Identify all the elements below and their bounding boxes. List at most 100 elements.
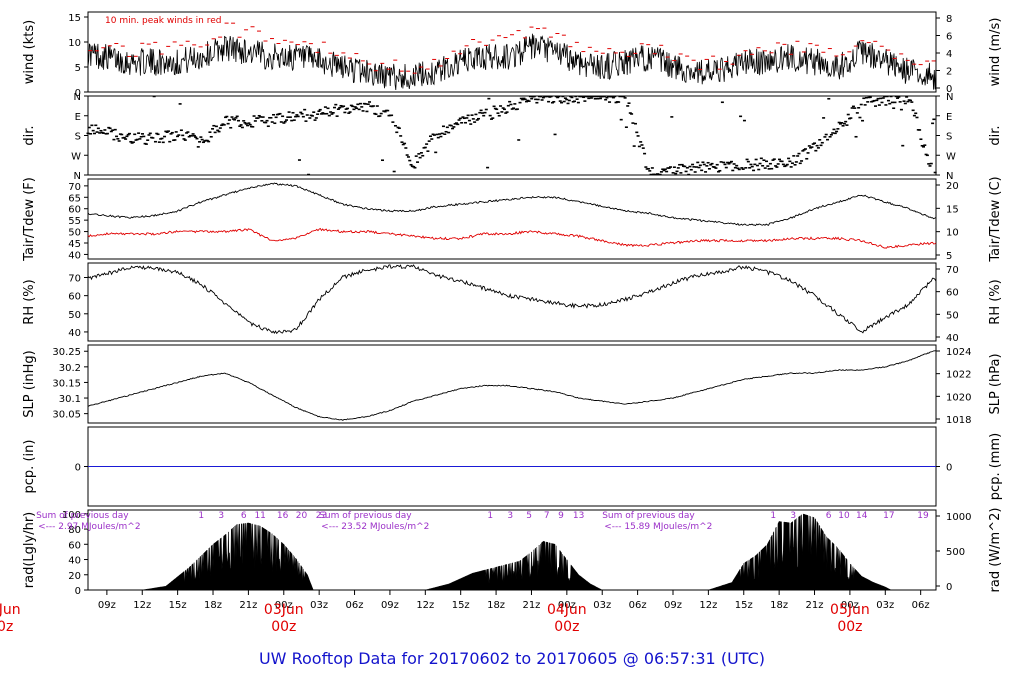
panel-rh: 40 50 60 70 40 50 60 70 RH (%) RH (%): [22, 262, 1003, 344]
hour-marker: 11: [254, 511, 265, 521]
temp-right-tick-label: 5: [946, 251, 952, 262]
dir-ylabel-left: dir.: [22, 125, 37, 145]
time-axis: 09z 12z 15z 18z 21z 00z 03z 06z 09z 12z 15z 18z 21z 0…: [0, 590, 930, 635]
rh-frame: [87, 262, 937, 342]
wind-ylabel-right: wind (m/s): [988, 18, 1003, 87]
hour-marker: 9: [558, 511, 564, 521]
wind-right-tick-label: 8: [946, 14, 952, 25]
hour-tick-label: 12z: [416, 600, 434, 611]
hour-marker: 3: [218, 511, 224, 521]
wind-right-tick-label: 6: [946, 32, 952, 43]
rh-right-tick-label: 40: [946, 333, 959, 344]
hour-marker: 14: [856, 511, 868, 521]
dir-tick-label: E: [75, 112, 81, 123]
date-time-label: 00z: [837, 619, 862, 635]
date-time-label: 00z: [271, 619, 296, 635]
hour-tick-label: 03z: [310, 600, 328, 611]
hour-marker: 5: [526, 511, 532, 521]
hour-tick-label: 00z: [841, 600, 859, 611]
slp-tick-label: 30.2: [59, 363, 81, 374]
hour-marker: 1: [487, 511, 493, 521]
slp-ylabel-left: SLP (inHg): [22, 350, 37, 418]
pcp-ylabel-right: pcp. (mm): [988, 433, 1003, 500]
slp-right-tick-label: 1024: [946, 347, 971, 358]
rad-right-tick-label: 1000: [946, 512, 971, 523]
wind-ylabel-left: wind (kts): [22, 20, 37, 84]
wind-tick-label: 15: [68, 13, 81, 24]
rad-tick-label: 0: [75, 586, 81, 597]
slp-right-tick-label: 1020: [946, 392, 971, 403]
hour-marker: 7: [544, 511, 550, 521]
hour-tick-label: 21z: [806, 600, 824, 611]
rh-ylabel-right: RH (%): [988, 279, 1003, 324]
wind-annotation: 10 min. peak winds in red: [105, 16, 222, 26]
hour-marker: 10: [838, 511, 850, 521]
date-label: 02Jun: [0, 602, 21, 618]
temp-tick-label: 65: [68, 193, 81, 204]
hour-marker: 3: [507, 511, 513, 521]
dir-right-tick-label: S: [946, 132, 952, 143]
dir-right-tick-label: N: [946, 171, 953, 182]
panel-slp: 30.05 30.1 30.15 30.2 30.25 1018 1020 1022 1024 S…: [22, 344, 1003, 426]
hour-tick-label: 15z: [452, 600, 470, 611]
hour-tick-label: 15z: [169, 600, 187, 611]
hour-tick-label: 09z: [98, 600, 116, 611]
dir-tick-label: W: [71, 151, 81, 162]
slp-ylabel-right: SLP (hPa): [988, 353, 1003, 414]
hour-tick-label: 09z: [664, 600, 682, 611]
dir-right-tick-label: E: [946, 112, 952, 123]
temp-tick-label: 55: [68, 216, 81, 227]
panel-wind: 0 5 10 15 0 2 4 6 8 wind (kts) wind (m/s) 10 min. p…: [22, 11, 1003, 99]
day-sum-label: Sum of previous day: [602, 511, 695, 521]
hour-tick-label: 06z: [629, 600, 647, 611]
radiation-area: [142, 513, 892, 591]
rh-ylabel-left: RH (%): [22, 279, 37, 324]
hour-marker: 6: [826, 511, 832, 521]
wind-tick-label: 0: [75, 88, 81, 99]
rad-tick-label: 60: [68, 540, 81, 551]
tdew-line: [87, 227, 937, 249]
wind-tick-label: 10: [68, 38, 81, 49]
hour-tick-label: 06z: [346, 600, 364, 611]
rad-tick-label: 80: [68, 525, 81, 536]
day-sum-label: Sum of previous day: [36, 511, 129, 521]
slp-right-tick-label: 1018: [946, 415, 971, 426]
temp-frame: [87, 178, 937, 260]
slp-right-tick-label: 1022: [946, 370, 971, 381]
rh-tick-label: 50: [68, 310, 81, 321]
date-time-label: 00z: [0, 619, 13, 635]
rad-right-tick-label: 500: [946, 547, 965, 558]
rad-ylabel-left: rad(Lgly/hr): [22, 512, 37, 588]
day-sum-value: <--- 2.97 MJoules/m^2: [38, 522, 140, 532]
temp-right-tick-label: 10: [946, 228, 959, 239]
rh-line: [87, 264, 937, 335]
rh-tick-label: 60: [68, 292, 81, 303]
hour-tick-label: 12z: [133, 600, 151, 611]
hour-tick-label: 15z: [735, 600, 753, 611]
hour-marker: 3: [790, 511, 796, 521]
pcp-ylabel-left: pcp. (in): [22, 440, 37, 494]
hour-tick-label: 00z: [558, 600, 576, 611]
rh-right-tick-label: 70: [946, 265, 959, 276]
hour-marker: 1: [198, 511, 204, 521]
slp-tick-label: 30.05: [52, 410, 81, 421]
wind-speed-line: [87, 33, 937, 91]
slp-tick-label: 30.1: [59, 394, 81, 405]
wind-right-tick-label: 0: [946, 84, 952, 95]
hour-tick-label: 18z: [770, 600, 788, 611]
wind-frame: [87, 11, 937, 93]
date-label: 05Jun: [830, 602, 870, 618]
hour-marker: 1: [770, 511, 776, 521]
hour-tick-label: 03z: [593, 600, 611, 611]
wind-right-tick-label: 4: [946, 49, 952, 60]
slp-tick-label: 30.25: [52, 347, 81, 358]
slp-frame: [87, 344, 937, 424]
rad-ylabel-right: rad (W/m^2): [988, 508, 1003, 593]
dir-tick-label: S: [75, 132, 81, 143]
hour-tick-label: 21z: [239, 600, 257, 611]
day-sum-label: Sum of previous day: [319, 511, 412, 521]
dir-tick-label: N: [74, 92, 81, 103]
temp-ylabel-left: Tair/Tdew (F): [22, 177, 37, 262]
tair-line: [87, 182, 937, 227]
dir-tick-label: N: [74, 171, 81, 182]
